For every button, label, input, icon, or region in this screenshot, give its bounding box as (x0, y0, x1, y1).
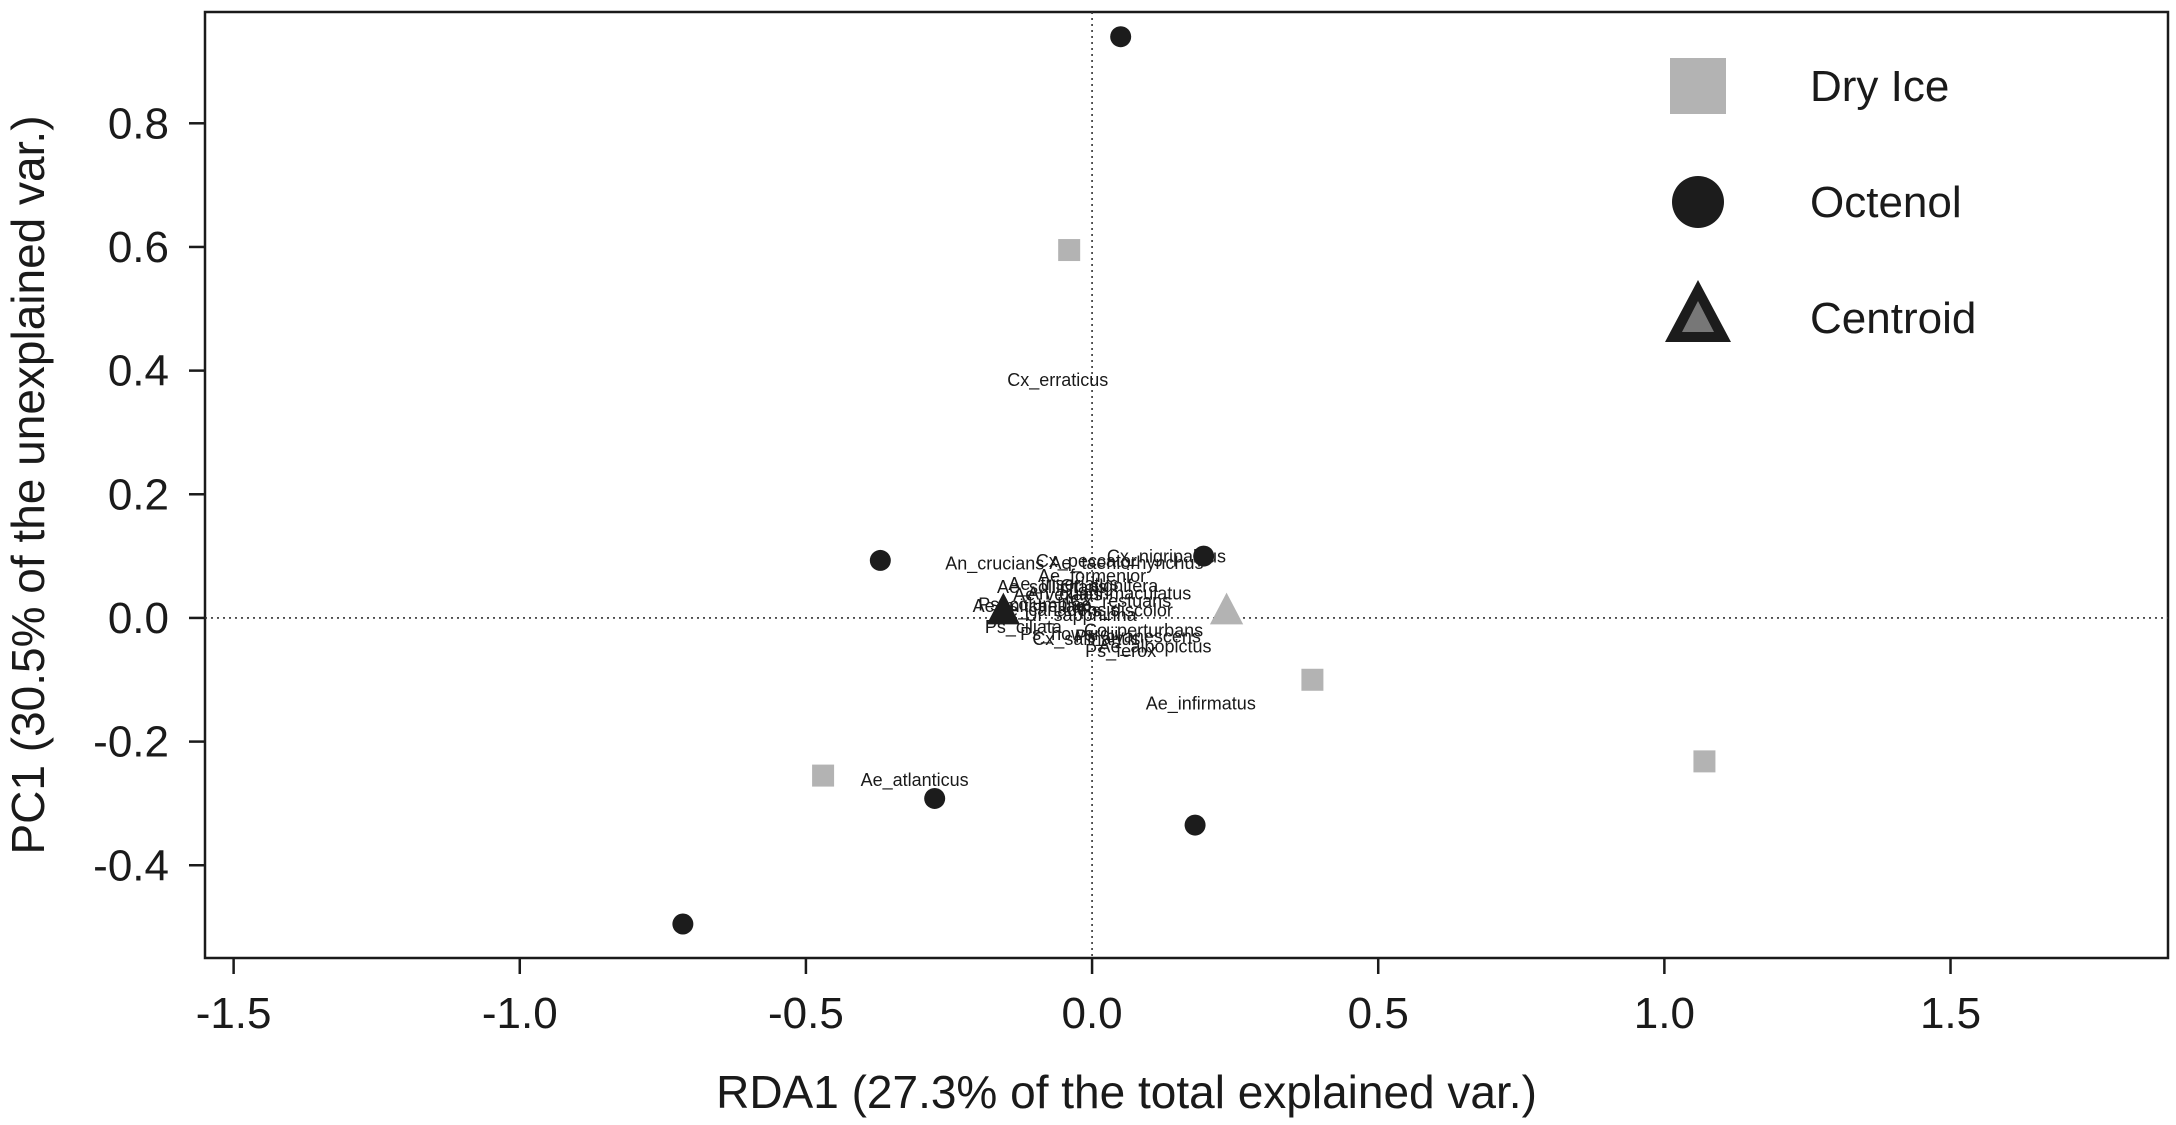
y-axis-title: PC1 (30.5% of the unexplained var.) (2, 115, 54, 854)
x-tick-label: 0.5 (1348, 989, 1409, 1038)
species-label: Ae_sollicitans (997, 577, 1107, 598)
species-label: Cx_salinarius (1032, 629, 1140, 650)
y-tick-label: -0.4 (93, 841, 169, 890)
legend-square-swatch (1670, 58, 1726, 114)
x-tick-label: -1.0 (482, 989, 558, 1038)
octenol-point (672, 913, 694, 935)
x-axis-title: RDA1 (27.3% of the total explained var.) (716, 1066, 1537, 1118)
legend-label: Dry Ice (1810, 62, 1949, 111)
centroid-point (1209, 592, 1244, 625)
species-label: Ps_discolor (1080, 601, 1173, 622)
species-label: Or_signifera (1060, 576, 1159, 597)
x-axis: -1.5 -1.0 -0.5 0.0 0.5 1.0 1.5 (196, 958, 1981, 1038)
species-label: An_crucians (945, 554, 1044, 575)
dry-ice-point (1058, 239, 1081, 262)
dry-ice-point (1301, 668, 1324, 691)
species-label: Ae_infirmatus (1146, 693, 1256, 714)
species-label: Ps_ferox (1085, 641, 1156, 662)
species-label: Ae_taeniorhynchus (1049, 553, 1203, 574)
species-label: Ps_cyanescens (1075, 627, 1201, 648)
species-label: Cx_restuans (1070, 591, 1171, 612)
dry-ice-point (812, 764, 835, 787)
species-label: Ae_mitchellae (973, 596, 1086, 617)
centroid-point (986, 592, 1021, 625)
y-tick-label: 0.4 (108, 347, 169, 396)
octenol-point (869, 549, 891, 571)
legend-circle-swatch (1672, 176, 1724, 228)
species-label: An_quadrimaculatus (1027, 583, 1191, 604)
y-tick-label: 0.0 (108, 594, 169, 643)
x-tick-label: 1.5 (1920, 989, 1981, 1038)
species-label: Ae_triseriatus (1008, 574, 1118, 595)
legend: Dry Ice Octenol Centroid (1665, 58, 1976, 343)
y-tick-label: 0.2 (108, 470, 169, 519)
species-label: Cx_erraticus (1007, 370, 1108, 391)
x-tick-label: 0.0 (1061, 989, 1122, 1038)
species-label: Cx_peccator (1036, 551, 1137, 572)
x-tick-label: 1.0 (1634, 989, 1695, 1038)
species-label: Ae_formenior (1038, 566, 1146, 587)
y-axis: -0.4 -0.2 0.0 0.2 0.4 0.6 0.8 (93, 99, 205, 890)
y-tick-label: 0.6 (108, 223, 169, 272)
species-label: Ps_howardii (1020, 624, 1118, 645)
dry-ice-point (1693, 750, 1716, 773)
octenol-point (1193, 545, 1215, 567)
x-tick-label: -0.5 (768, 989, 844, 1038)
species-label: Ur_sapphirina (1025, 605, 1138, 626)
reference-lines (205, 12, 2168, 958)
data-marks (672, 26, 1716, 935)
species-label: Ae_canadensis (996, 600, 1119, 621)
legend-label: Octenol (1810, 178, 1962, 227)
y-tick-label: -0.2 (93, 718, 169, 767)
species-label: Ae_vexans (1013, 585, 1102, 606)
x-tick-label: -1.5 (196, 989, 272, 1038)
species-label: Ae_atlanticus (861, 770, 969, 791)
octenol-point (924, 787, 946, 809)
species-label: Ae_albopictus (1098, 637, 1211, 658)
species-label: Co_perturbans (1084, 620, 1203, 641)
y-tick-label: 0.8 (108, 99, 169, 148)
legend-label: Centroid (1810, 294, 1976, 343)
octenol-point (1184, 814, 1206, 836)
plot-frame (203, 10, 2170, 960)
legend-triangle-swatch-inner (1682, 301, 1714, 332)
octenol-point (1110, 26, 1132, 48)
